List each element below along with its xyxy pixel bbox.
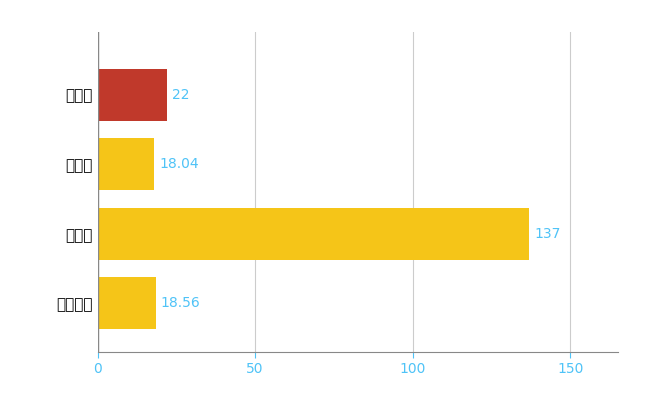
- Bar: [98, 68, 167, 121]
- Text: 22: 22: [172, 88, 189, 102]
- Bar: [98, 138, 154, 190]
- Text: 137: 137: [534, 227, 560, 241]
- Text: 18.04: 18.04: [159, 157, 199, 171]
- Bar: [98, 208, 529, 260]
- Text: 18.56: 18.56: [161, 296, 200, 310]
- Bar: [98, 277, 156, 329]
